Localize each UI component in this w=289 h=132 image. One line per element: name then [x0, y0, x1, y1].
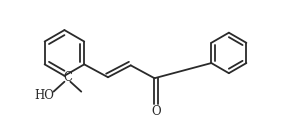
Text: C: C [63, 71, 72, 84]
Text: HO: HO [35, 89, 55, 102]
Text: O: O [152, 105, 161, 118]
